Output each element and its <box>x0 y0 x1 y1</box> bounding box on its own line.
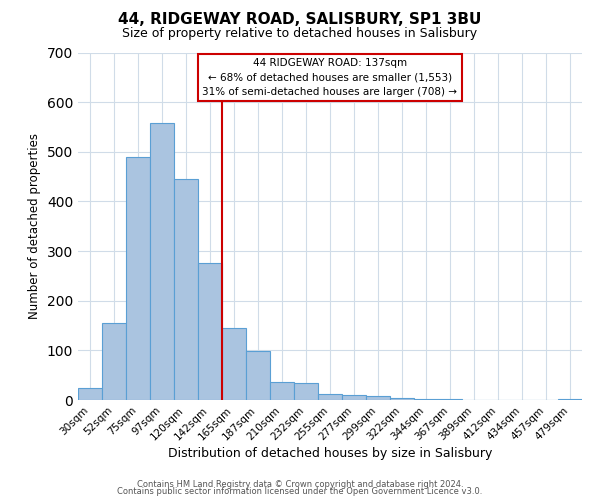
Bar <box>246 352 270 400</box>
Bar <box>270 382 294 400</box>
Y-axis label: Number of detached properties: Number of detached properties <box>28 133 41 320</box>
Bar <box>150 123 174 400</box>
Bar <box>438 399 462 400</box>
X-axis label: Distribution of detached houses by size in Salisbury: Distribution of detached houses by size … <box>168 448 492 460</box>
Bar <box>174 179 198 400</box>
Bar <box>558 398 582 400</box>
Bar <box>198 264 222 400</box>
Bar <box>342 395 366 400</box>
Bar <box>318 394 342 400</box>
Text: Contains public sector information licensed under the Open Government Licence v3: Contains public sector information licen… <box>118 488 482 496</box>
Text: 44, RIDGEWAY ROAD, SALISBURY, SP1 3BU: 44, RIDGEWAY ROAD, SALISBURY, SP1 3BU <box>118 12 482 28</box>
Bar <box>126 157 150 400</box>
Bar <box>78 388 102 400</box>
Text: Contains HM Land Registry data © Crown copyright and database right 2024.: Contains HM Land Registry data © Crown c… <box>137 480 463 489</box>
Bar <box>222 328 246 400</box>
Text: 44 RIDGEWAY ROAD: 137sqm
← 68% of detached houses are smaller (1,553)
31% of sem: 44 RIDGEWAY ROAD: 137sqm ← 68% of detach… <box>203 58 458 98</box>
Bar <box>102 323 126 400</box>
Text: Size of property relative to detached houses in Salisbury: Size of property relative to detached ho… <box>122 28 478 40</box>
Bar <box>294 382 318 400</box>
Bar <box>366 396 390 400</box>
Bar <box>414 399 438 400</box>
Bar <box>390 398 414 400</box>
